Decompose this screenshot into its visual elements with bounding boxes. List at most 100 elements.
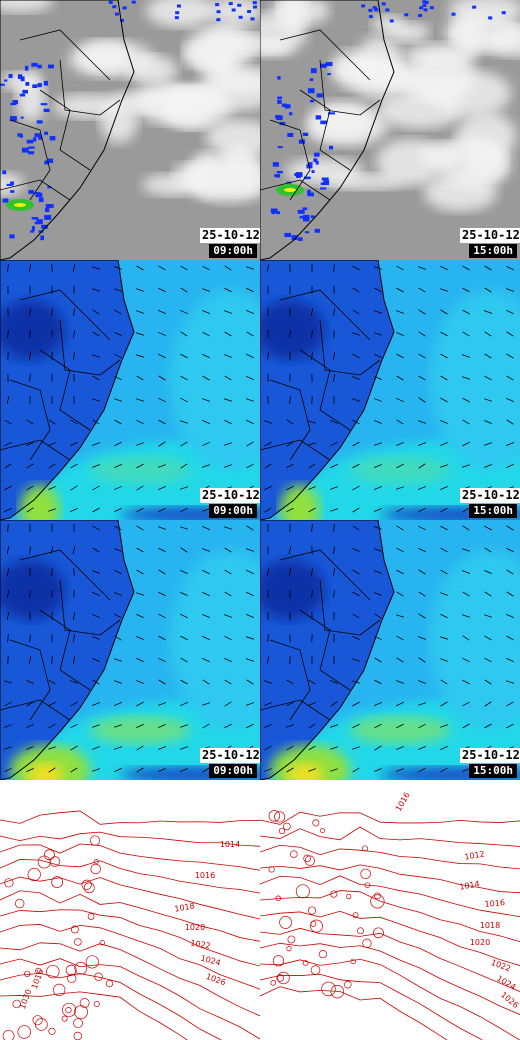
wind-arrow [418, 767, 426, 773]
wind-arrow [418, 636, 426, 640]
wind-arrow [264, 507, 272, 513]
rain [40, 103, 48, 106]
wind-arrow [246, 679, 254, 685]
border [299, 349, 351, 431]
isobar [0, 973, 222, 1040]
wind-arrow [484, 464, 492, 468]
rain [6, 183, 14, 186]
rain [19, 93, 26, 97]
wind-arrow [264, 420, 272, 424]
wind-arrow [484, 353, 492, 359]
map-panel: 25-10-12 09:00h [0, 0, 260, 260]
coastline [260, 260, 395, 520]
rain [231, 8, 236, 12]
isobar-blob [287, 935, 296, 944]
wind-arrow [332, 351, 336, 361]
rain [321, 177, 329, 181]
isobar-blob [295, 884, 310, 899]
wind-arrow [136, 680, 144, 684]
isobar-blob [48, 1027, 56, 1035]
wind-arrow [352, 525, 360, 531]
wind-arrow [374, 287, 382, 293]
rain [38, 230, 44, 233]
rain [253, 5, 258, 9]
wind-arrow [396, 680, 404, 684]
wind-arrow [114, 331, 122, 337]
wind-arrow [352, 613, 360, 619]
rain [419, 6, 424, 10]
wind-arrow [484, 419, 492, 425]
wind-arrow [396, 265, 404, 271]
jet-core [287, 763, 323, 780]
wind-arrow [333, 263, 335, 273]
rain [237, 3, 242, 7]
wind-arrow [114, 486, 122, 490]
date-label: 25-10-12 [200, 748, 260, 763]
isobar [260, 811, 520, 825]
rain [314, 152, 320, 157]
jet [350, 456, 450, 484]
wind-arrow [506, 397, 514, 403]
wind-arrow [202, 592, 210, 596]
wind-arrow [462, 309, 470, 315]
wind-arrow [330, 463, 338, 469]
rain [314, 228, 320, 233]
rain [250, 17, 255, 21]
wind-arrow [114, 309, 122, 315]
wind-arrow [396, 746, 404, 750]
wind-arrow [92, 309, 100, 315]
cloud [260, 37, 292, 55]
date-label: 25-10-12 [460, 488, 520, 503]
rain [31, 216, 39, 220]
wind-arrow [158, 419, 166, 425]
wind-arrow [26, 701, 34, 707]
wind-arrow [418, 375, 426, 381]
wind-arrow [286, 507, 294, 513]
wind-arrow [440, 679, 448, 685]
wind-arrow [72, 611, 76, 621]
wind-arrow [202, 548, 210, 552]
cloud [15, 73, 46, 123]
rain [47, 158, 54, 163]
rain [216, 18, 221, 22]
border [19, 549, 111, 601]
wind-arrow [92, 547, 100, 553]
wind-arrow [4, 485, 12, 491]
wind-arrow [224, 591, 232, 597]
isobar [0, 831, 260, 847]
isobar-blob [279, 916, 292, 929]
wind-arrow [70, 441, 78, 447]
wind-arrow [462, 548, 470, 552]
wind-arrow [266, 567, 270, 577]
storm-core [14, 203, 26, 207]
storm-core [284, 188, 296, 192]
wind-arrow [51, 329, 53, 339]
wind-arrow [180, 679, 188, 685]
wind-arrow [26, 724, 34, 728]
cloud [334, 59, 389, 80]
wind-arrow [202, 420, 210, 424]
wind-arrow [180, 353, 188, 359]
wind-arrow [506, 613, 514, 619]
wind-arrow [224, 442, 232, 446]
wind-arrow [6, 329, 10, 339]
wind-arrow [26, 463, 34, 469]
isobar [260, 864, 520, 894]
wind-arrow [48, 746, 56, 750]
rain [284, 232, 292, 238]
rain [174, 16, 179, 20]
wind-arrow [374, 635, 382, 641]
wind-arrow [158, 526, 166, 530]
rain [287, 132, 294, 137]
wind-arrow [506, 569, 514, 575]
wind-arrow [484, 591, 492, 597]
wind-arrow [136, 332, 144, 336]
rain [2, 170, 7, 175]
paper [0, 780, 260, 1040]
rain [37, 64, 42, 69]
rain [277, 99, 282, 104]
isobar-blob [81, 879, 92, 890]
wind-arrow [506, 419, 514, 425]
wind-arrow [396, 569, 404, 575]
wind-arrow [180, 309, 188, 315]
